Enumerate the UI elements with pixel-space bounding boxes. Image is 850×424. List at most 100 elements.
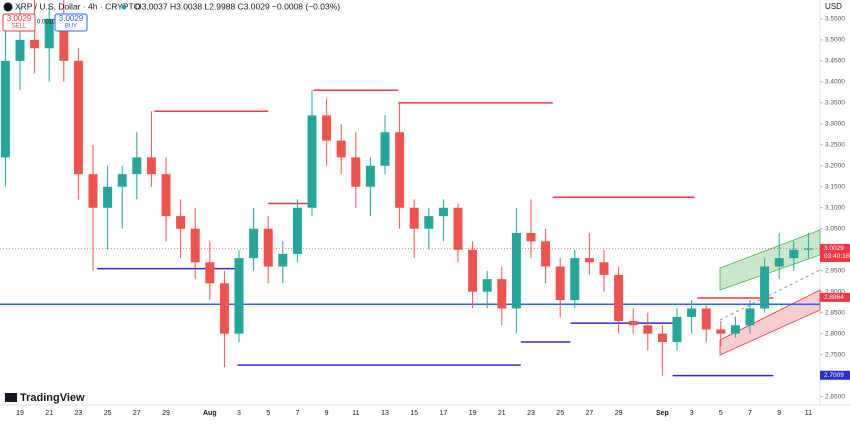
- candle-body: [570, 258, 580, 301]
- status-dot: [121, 4, 127, 10]
- y-tick-label: 3.1000: [825, 204, 845, 211]
- x-tick-label: 3: [690, 410, 694, 417]
- x-tick-label: 25: [556, 410, 564, 417]
- y-tick-label: 2.6500: [825, 393, 845, 400]
- candle-body: [278, 253, 288, 267]
- y-tick-label: 3.2000: [825, 162, 845, 169]
- buy-price: 3.0029: [59, 14, 84, 23]
- candle-body: [59, 18, 69, 61]
- y-tick-label: 3.5500: [825, 16, 845, 23]
- candle-body: [30, 39, 40, 49]
- x-tick-label: 25: [104, 410, 112, 417]
- candle-body: [146, 157, 156, 175]
- currency: USD: [825, 2, 842, 11]
- candle-body: [730, 325, 740, 334]
- down-channel: [719, 289, 821, 356]
- countdown: 03:40:18: [824, 253, 850, 260]
- y-tick-label: 2.8000: [825, 330, 845, 337]
- candle-body: [263, 228, 273, 267]
- x-tick-label: 17: [440, 410, 448, 417]
- candle-body: [760, 266, 770, 309]
- buy-label: BUY: [65, 24, 77, 30]
- candle-body: [307, 115, 317, 208]
- y-tick-label: 2.9000: [825, 288, 845, 295]
- candle-body: [351, 157, 361, 187]
- y-tick-label: 3.0500: [825, 225, 845, 232]
- candle-body: [103, 186, 113, 208]
- candle-body: [395, 132, 405, 208]
- sell-button[interactable]: [2, 13, 36, 32]
- price-label-box: [820, 243, 850, 262]
- x-tick-label: 7: [748, 410, 752, 417]
- candle-body: [687, 308, 697, 317]
- candle-body: [205, 262, 215, 284]
- brand: TradingView: [20, 392, 85, 404]
- x-tick-label: 19: [469, 410, 477, 417]
- candle-body: [0, 60, 10, 158]
- price-label: 3.0029: [824, 245, 844, 252]
- x-tick-label: 11: [352, 410, 359, 417]
- candle-body: [117, 174, 127, 187]
- candle-body: [614, 274, 624, 322]
- x-tick-label: 29: [162, 410, 170, 417]
- candle-body: [657, 333, 667, 343]
- x-tick-label: 5: [266, 410, 270, 417]
- candle-body: [482, 279, 492, 292]
- sell-price: 3.0029: [7, 14, 32, 23]
- candle-body: [803, 248, 813, 250]
- candle-body: [526, 232, 536, 242]
- symbol: XRP / U.S. Dollar · 4h · CRYPTO: [15, 1, 141, 11]
- x-tick-label: 7: [295, 410, 299, 417]
- x-tick-label: 19: [16, 410, 24, 417]
- y-tick-label: 2.9500: [825, 267, 845, 274]
- symbol-icon: [3, 2, 13, 12]
- candle-body: [438, 207, 448, 217]
- y-tick-label: 3.4500: [825, 58, 845, 65]
- candle-body: [409, 207, 419, 229]
- y-tick-label: 3.3000: [825, 121, 845, 128]
- candle-body: [789, 249, 799, 259]
- candle-body: [234, 258, 244, 334]
- price-label-box: [820, 292, 850, 302]
- candle-body: [555, 266, 565, 301]
- x-tick-label: Sep: [656, 410, 669, 417]
- mid-line: [719, 269, 821, 321]
- price-label: 2.7009: [824, 372, 844, 379]
- candle-body: [745, 308, 755, 326]
- marks: [0, 0, 821, 377]
- candle-body: [701, 308, 711, 330]
- price-label-box: [820, 370, 850, 380]
- candle-body: [541, 241, 551, 267]
- x-tick-label: 11: [805, 410, 812, 417]
- x-tick-label: 13: [381, 410, 389, 417]
- y-tick-label: 3.1500: [825, 183, 845, 190]
- candle-body: [672, 316, 682, 343]
- candle-body: [774, 258, 784, 267]
- candle-body: [365, 165, 375, 187]
- x-tick-label: 21: [45, 410, 53, 417]
- candle-body: [336, 140, 346, 158]
- x-tick-label: 9: [777, 410, 781, 417]
- candle-body: [497, 279, 507, 309]
- buy-button[interactable]: [54, 13, 88, 32]
- candle-body: [292, 207, 302, 254]
- candle-body: [716, 329, 726, 334]
- x-tick-label: 27: [133, 410, 141, 417]
- candle-body: [132, 157, 142, 175]
- header: XRP / U.S. Dollar · 4h · CRYPTO O3.0037 …: [2, 1, 842, 404]
- candle-body: [15, 39, 25, 61]
- x-tick-label: 15: [410, 410, 418, 417]
- candle-body: [88, 174, 98, 208]
- x-tick-label: 3: [237, 410, 241, 417]
- candle-body: [453, 207, 463, 250]
- spread: 0.0010: [37, 20, 56, 26]
- x-tick-label: 9: [325, 410, 329, 417]
- x-tick-label: 23: [527, 410, 535, 417]
- candle-body: [468, 249, 478, 292]
- y-tick-label: 2.8500: [825, 309, 845, 316]
- x-tick-label: Aug: [203, 410, 217, 417]
- y-tick-label: 2.7500: [825, 351, 845, 358]
- candle-body: [161, 174, 171, 217]
